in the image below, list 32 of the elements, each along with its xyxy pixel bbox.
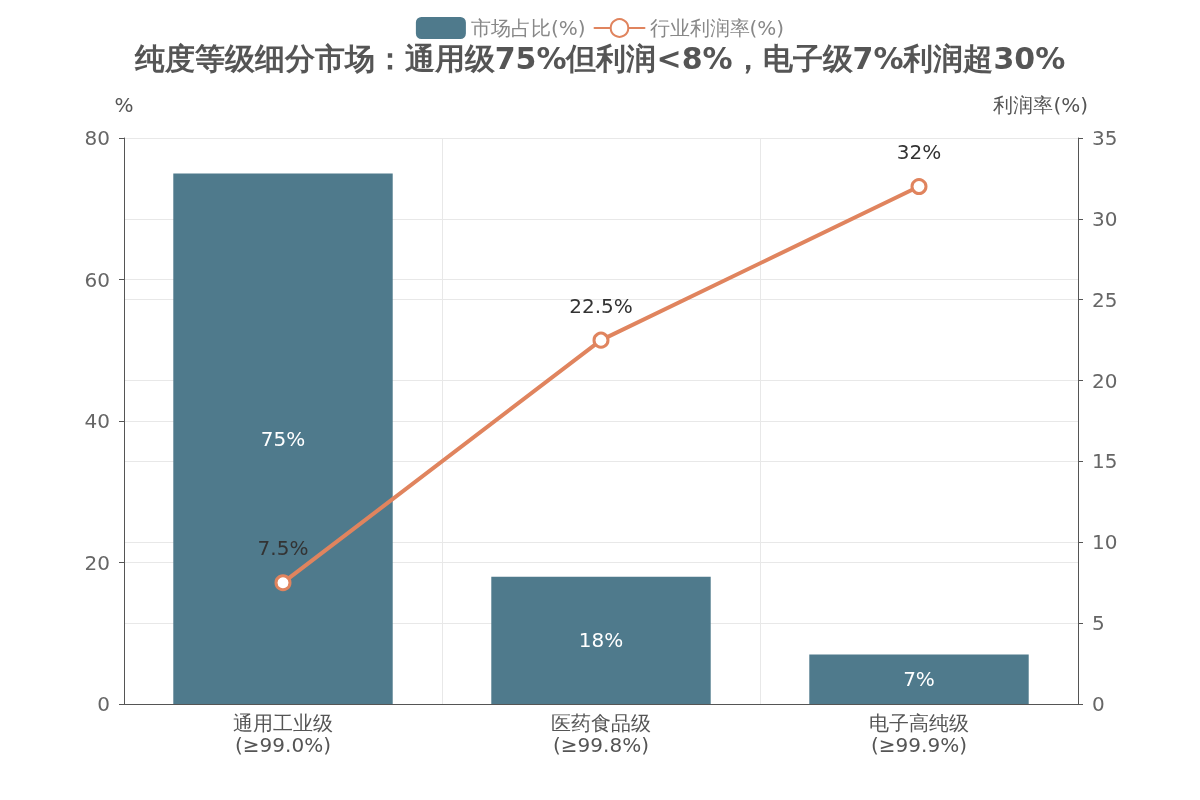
y2-tick-label: 0 [1092,692,1105,716]
bar [491,576,711,704]
x-tick-label: 医药食品级 (≥99.8%) [551,711,651,757]
y-axis-title: % [114,93,134,117]
y2-tick-label: 35 [1092,126,1118,150]
y2-axis-title: 利润率(%) [993,93,1088,117]
chart-title: 纯度等级细分市场：通用级75%但利润<8%，电子级7%利润超30% [133,40,1066,76]
y2-tick-label: 10 [1092,530,1118,555]
point [592,331,610,349]
y-tick-label: 60 [84,267,110,292]
y-tick-label: 0 [97,692,110,716]
data-label: 7% [903,667,935,692]
data-label: 7.5% [257,536,309,561]
y2-tick-label: 5 [1092,611,1105,636]
point [910,178,928,196]
legend-label: 市场占比(%) [470,16,586,40]
y-tick-label: 80 [84,126,110,150]
legend-label: 行业利润率(%) [649,16,785,40]
y2-tick-label: 25 [1092,287,1118,312]
x-tick-label: 电子高纯级 (≥99.9%) [869,711,969,757]
x-tick-label: 通用工业级 (≥99.0%) [233,711,333,757]
bar [809,654,1029,704]
y2-tick-label: 15 [1092,449,1118,474]
data-label: 22.5% [569,293,633,318]
y-tick-label: 40 [84,409,110,433]
y2-tick-label: 20 [1092,368,1118,393]
data-label: 32% [896,140,942,165]
y2-tick-label: 30 [1092,206,1118,231]
y-tick-label: 20 [84,550,110,575]
point [274,574,292,592]
data-label: 18% [578,628,624,653]
data-label: 75% [260,426,306,451]
